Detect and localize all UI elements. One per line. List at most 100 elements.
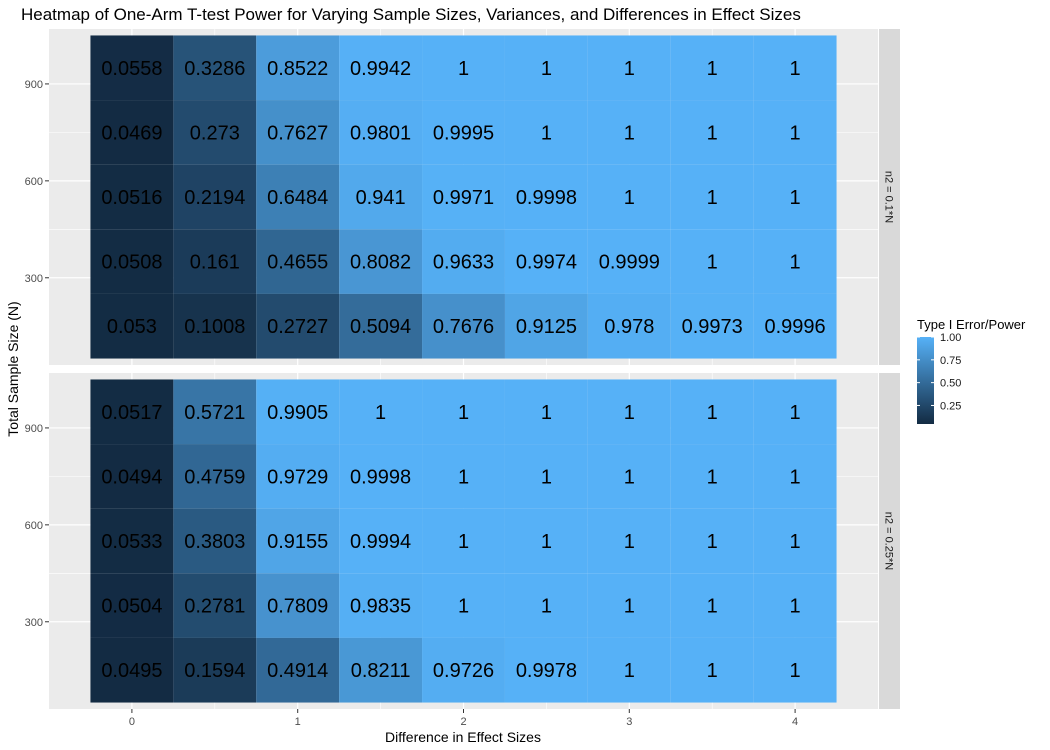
heatmap-tile bbox=[339, 35, 423, 101]
legend-tick-label: 0.75 bbox=[940, 355, 961, 367]
tile-value-label: 1 bbox=[790, 596, 801, 618]
heatmap-tile bbox=[339, 379, 423, 445]
tile-value-label: 1 bbox=[624, 466, 635, 488]
tile-value-label: 0.9801 bbox=[350, 122, 411, 144]
tile-value-label: 1 bbox=[790, 402, 801, 424]
tile-value-label: 0.9155 bbox=[267, 531, 328, 553]
tile-value-label: 0.161 bbox=[190, 252, 240, 274]
tile-value-label: 1 bbox=[707, 402, 718, 424]
tile-value-label: 0.978 bbox=[604, 316, 654, 338]
tile-value-label: 1 bbox=[541, 402, 552, 424]
heatmap-tile bbox=[504, 444, 588, 509]
heatmap-tile bbox=[504, 508, 588, 574]
heatmap-tile bbox=[422, 573, 505, 638]
y-tick-label: 900 bbox=[25, 423, 43, 435]
tile-value-label: 1 bbox=[707, 187, 718, 209]
heatmap-tile bbox=[339, 508, 423, 574]
tile-value-label: 0.9633 bbox=[433, 252, 494, 274]
heatmap-tile bbox=[670, 444, 754, 509]
heatmap-tile bbox=[504, 293, 588, 359]
tile-value-label: 0.0469 bbox=[101, 122, 162, 144]
tile-value-label: 0.7627 bbox=[267, 122, 328, 144]
tile-value-label: 1 bbox=[707, 531, 718, 553]
x-axis: 0 1 2 3 4 bbox=[129, 709, 798, 728]
heatmap-tile bbox=[753, 444, 837, 509]
tile-value-label: 1 bbox=[458, 402, 469, 424]
heatmap-tile bbox=[256, 229, 340, 294]
heatmap-tile bbox=[173, 229, 257, 294]
heatmap-tile bbox=[670, 164, 754, 230]
tile-value-label: 0.053 bbox=[107, 316, 157, 338]
heatmap-tile bbox=[173, 508, 257, 574]
tile-value-label: 0.9978 bbox=[516, 660, 577, 682]
heatmap-tile bbox=[422, 164, 505, 230]
legend-tick-label: 0.50 bbox=[940, 378, 961, 390]
tile-value-label: 0.8211 bbox=[351, 660, 411, 682]
heatmap-tile bbox=[339, 637, 423, 703]
tile-value-label: 0.6484 bbox=[267, 187, 328, 209]
heatmap-tile bbox=[753, 293, 837, 359]
tile-value-label: 0.2194 bbox=[184, 187, 245, 209]
facet-strip-label: n2 = 0.1*N bbox=[883, 171, 895, 223]
x-tick-label: 2 bbox=[460, 716, 466, 728]
tile-value-label: 0.0504 bbox=[101, 596, 162, 618]
tile-value-label: 1 bbox=[707, 252, 718, 274]
y-tick-label: 600 bbox=[25, 520, 43, 532]
legend-colorbar bbox=[917, 337, 934, 424]
heatmap-tile bbox=[173, 164, 257, 230]
facet-panel: 0.0517 0.5721 0.9905 1 1 1 1 1 1 0.0494 0.4759 0.97… bbox=[25, 373, 900, 709]
tile-value-label: 0.0533 bbox=[101, 531, 162, 553]
y-tick-label: 600 bbox=[25, 176, 43, 188]
tile-value-label: 1 bbox=[790, 531, 801, 553]
tile-value-label: 0.9125 bbox=[516, 316, 577, 338]
heatmap-tile bbox=[90, 35, 174, 101]
heatmap-tile bbox=[422, 637, 505, 703]
heatmap-tile bbox=[422, 508, 505, 574]
tile-value-label: 0.9835 bbox=[350, 596, 411, 618]
heatmap-tile bbox=[504, 379, 588, 445]
heatmap-tile bbox=[256, 444, 340, 509]
heatmap-tile bbox=[256, 508, 340, 574]
tile-value-label: 0.0517 bbox=[101, 402, 162, 424]
tile-value-label: 1 bbox=[375, 402, 386, 424]
x-axis-title: Difference in Effect Sizes bbox=[385, 729, 541, 745]
tile-value-label: 0.9905 bbox=[267, 402, 328, 424]
heatmap-tile bbox=[90, 637, 174, 703]
heatmap-tile bbox=[173, 379, 257, 445]
heatmap-tile bbox=[753, 508, 837, 574]
heatmap-tile bbox=[670, 35, 754, 101]
heatmap-tile bbox=[753, 35, 837, 101]
x-tick-label: 0 bbox=[129, 716, 135, 728]
heatmap-tile bbox=[422, 379, 505, 445]
tile-value-label: 0.0516 bbox=[101, 187, 162, 209]
tile-value-label: 1 bbox=[624, 187, 635, 209]
heatmap-tile bbox=[256, 573, 340, 638]
tile-value-label: 1 bbox=[541, 596, 552, 618]
facet-strip-label: n2 = 0.25*N bbox=[883, 512, 895, 570]
y-tick-label: 300 bbox=[25, 617, 43, 629]
tile-value-label: 0.9729 bbox=[267, 466, 328, 488]
tile-value-label: 0.9974 bbox=[516, 252, 577, 274]
heatmap-tile bbox=[90, 164, 174, 230]
heatmap-tile bbox=[753, 637, 837, 703]
tile-value-label: 1 bbox=[790, 122, 801, 144]
heatmap-tile bbox=[173, 100, 257, 165]
tile-value-label: 0.9726 bbox=[433, 660, 494, 682]
heatmap-tile bbox=[587, 444, 671, 509]
heatmap-tile bbox=[90, 444, 174, 509]
heatmap-tile bbox=[339, 164, 423, 230]
tile-value-label: 1 bbox=[541, 122, 552, 144]
heatmap-tile bbox=[587, 293, 671, 359]
tile-value-label: 1 bbox=[624, 531, 635, 553]
tile-value-label: 0.9971 bbox=[433, 187, 494, 209]
heatmap-tile bbox=[90, 508, 174, 574]
heatmap-tile bbox=[256, 379, 340, 445]
tile-value-label: 1 bbox=[790, 187, 801, 209]
tile-value-label: 1 bbox=[707, 122, 718, 144]
tile-value-label: 0.9998 bbox=[516, 187, 577, 209]
tile-value-label: 1 bbox=[541, 58, 552, 80]
tile-value-label: 0.0558 bbox=[101, 58, 162, 80]
heatmap-tile bbox=[504, 637, 588, 703]
heatmap-tile bbox=[753, 229, 837, 294]
